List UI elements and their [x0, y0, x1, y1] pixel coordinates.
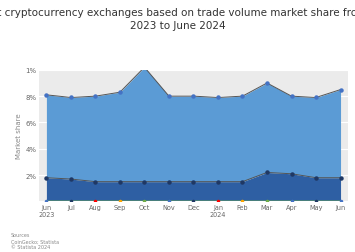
Text: Sources
CoinGecko; Statista
© Statista 2024: Sources CoinGecko; Statista © Statista 2… — [11, 232, 59, 249]
Text: Biggest cryptocurrency exchanges based on trade volume market share from June
20: Biggest cryptocurrency exchanges based o… — [0, 8, 355, 31]
Y-axis label: Market share: Market share — [16, 113, 22, 159]
